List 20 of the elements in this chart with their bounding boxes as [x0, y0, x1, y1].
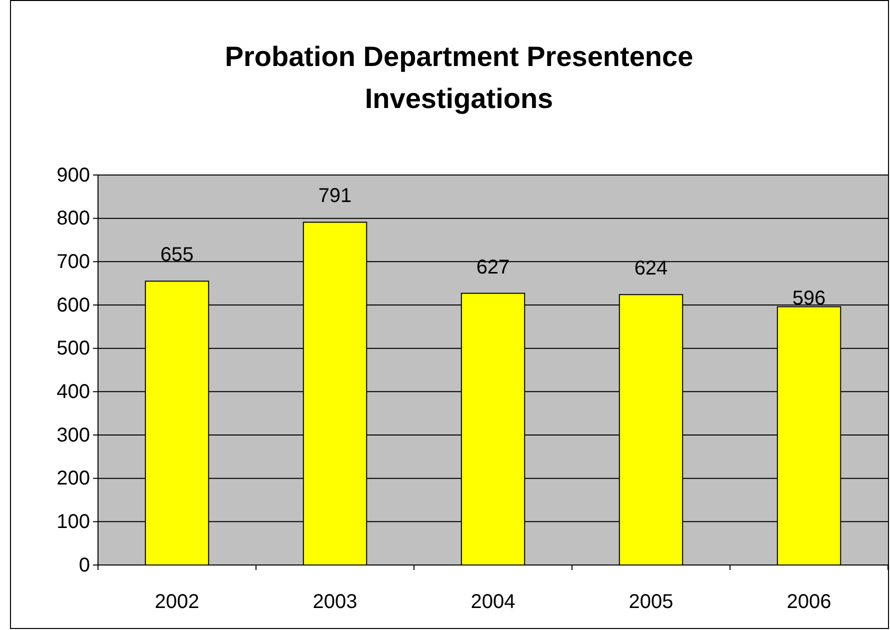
x-tick-label: 2004: [470, 591, 516, 613]
y-tick-label: 400: [56, 381, 90, 404]
y-tick-label: 600: [56, 294, 90, 316]
data-label: 791: [318, 185, 352, 208]
y-tick-label: 300: [56, 424, 90, 446]
x-tick-label: 2003: [312, 591, 358, 613]
y-tick-label: 700: [56, 251, 90, 274]
y-tick-label: 100: [56, 511, 90, 534]
data-label: 627: [476, 256, 510, 278]
x-tick-label: 2005: [628, 591, 674, 613]
y-tick-label: 800: [56, 208, 90, 230]
data-label: 655: [160, 244, 194, 266]
data-label: 596: [792, 288, 826, 310]
y-tick-label: 200: [56, 468, 90, 490]
y-tick-label: 500: [56, 338, 90, 360]
y-tick-label: 0: [78, 554, 90, 576]
y-tick-label: 900: [56, 164, 90, 186]
chart-title: Probation Department Presentence Investigations: [224, 41, 694, 114]
x-tick-label: 2002: [154, 591, 200, 613]
x-tick-label: 2006: [786, 591, 832, 613]
